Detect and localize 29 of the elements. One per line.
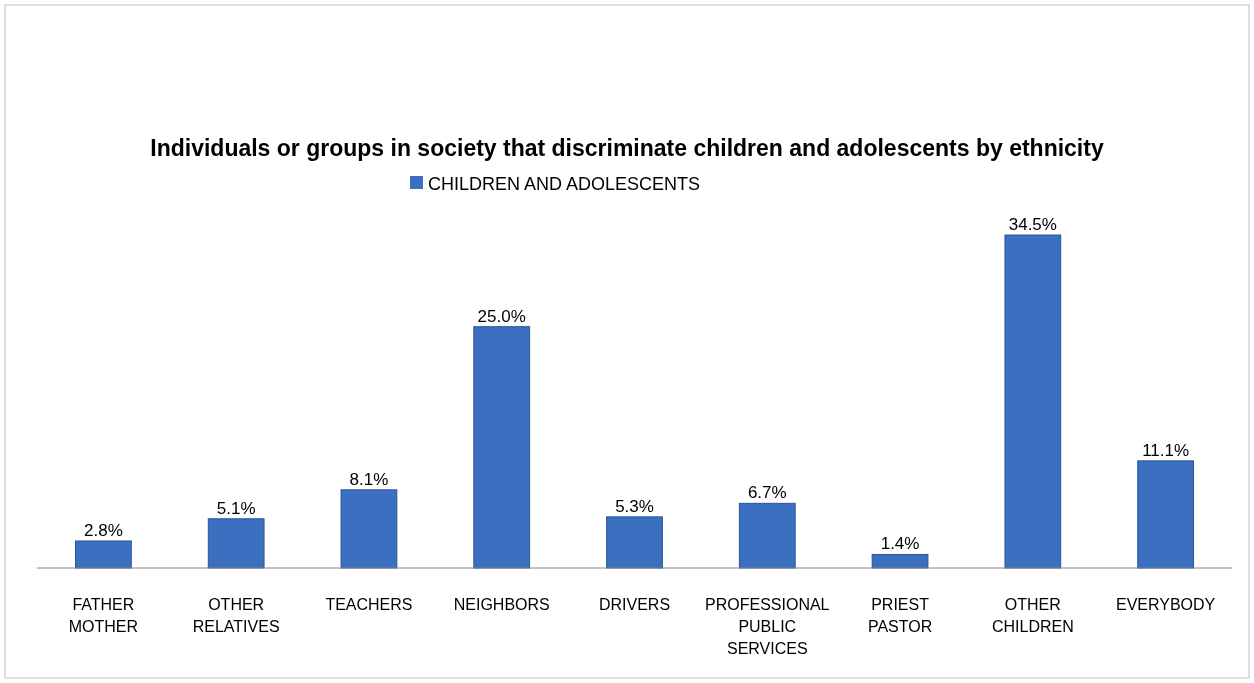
bar — [871, 553, 929, 569]
bar — [340, 489, 398, 569]
data-label: 5.3% — [615, 496, 654, 516]
data-label: 1.4% — [880, 534, 920, 554]
legend-label: CHILDREN AND ADOLESCENTS — [428, 174, 701, 194]
bar — [606, 516, 663, 569]
x-tick-label: PRIEST PASTOR — [867, 596, 933, 635]
x-tick-label: OTHER CHILDREN — [991, 596, 1074, 635]
data-label: 25.0% — [477, 306, 526, 326]
x-tick-label: NEIGHBORS — [453, 596, 550, 613]
bar — [75, 540, 132, 569]
bar — [473, 326, 531, 569]
data-label: 8.1% — [349, 469, 389, 489]
x-tick-label: FATHER MOTHER — [68, 596, 139, 635]
data-label: 34.5% — [1008, 215, 1057, 234]
x-tick-label: OTHER RELATIVES — [192, 596, 280, 635]
x-tick-label: EVERYBODY — [1115, 596, 1216, 613]
data-label: 5.1% — [216, 498, 256, 518]
bar — [207, 518, 265, 569]
bar — [1137, 460, 1194, 569]
bar — [738, 502, 796, 569]
x-tick-label: DRIVERS — [598, 596, 671, 613]
data-label: 11.1% — [1142, 440, 1190, 460]
bar — [1004, 234, 1062, 569]
data-label: 6.7% — [747, 483, 787, 503]
data-label: 2.8% — [84, 520, 123, 540]
chart-title: Individuals or groups in society that discriminate children and adolescents by ethnicity — [150, 135, 1104, 161]
x-tick-label: TEACHERS — [325, 596, 413, 613]
x-tick-label: PROFESSIONAL PUBLIC SERVICES — [705, 596, 830, 657]
